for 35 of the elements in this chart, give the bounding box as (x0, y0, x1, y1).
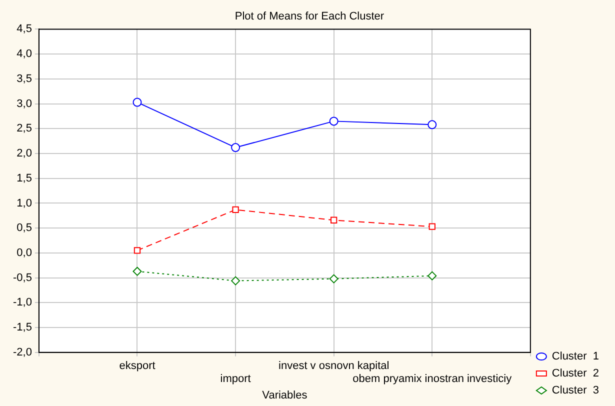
y-tick-label: -1,0 (12, 296, 32, 309)
point (428, 271, 437, 280)
y-tick-label: 1,5 (16, 172, 32, 184)
point (132, 98, 142, 107)
chart-title: Plot of Means for Each Cluster (234, 10, 384, 23)
y-tick-label: -2,0 (12, 346, 32, 358)
y-tick-label: -1,5 (12, 322, 32, 334)
x-tick-label: eksport (119, 360, 156, 372)
y-tick-label: 3,5 (16, 72, 32, 85)
x-tick-label: import (220, 373, 251, 386)
y-tick-label: 1,0 (16, 197, 32, 210)
x-tick-label: obem pryamix inostran investiciy (352, 373, 512, 386)
legend-label: Cluster 1 (552, 350, 600, 363)
y-tick-label: 2,0 (16, 148, 32, 160)
point (232, 206, 239, 214)
point (329, 116, 338, 126)
point (231, 143, 240, 152)
y-tick-label: 0,0 (16, 246, 32, 259)
point (428, 120, 437, 130)
y-tick-label: 2,5 (16, 122, 32, 135)
point (134, 247, 141, 254)
point (231, 276, 240, 286)
y-tick-label: -0,5 (12, 272, 32, 284)
y-tick-label: 4,5 (16, 23, 32, 36)
y-tick-label: 0,5 (16, 222, 32, 234)
y-tick-label: 4,0 (16, 48, 32, 60)
point (132, 266, 142, 276)
point (330, 216, 338, 224)
x-tick-label: invest v osnovn kapital (278, 360, 390, 372)
y-tick-label: 3,0 (16, 98, 32, 110)
x-axis-title: Variables (262, 389, 308, 402)
point (329, 274, 338, 284)
point (428, 223, 436, 230)
legend-label: Cluster 2 (552, 368, 600, 380)
legend-label: Cluster 3 (552, 384, 600, 397)
